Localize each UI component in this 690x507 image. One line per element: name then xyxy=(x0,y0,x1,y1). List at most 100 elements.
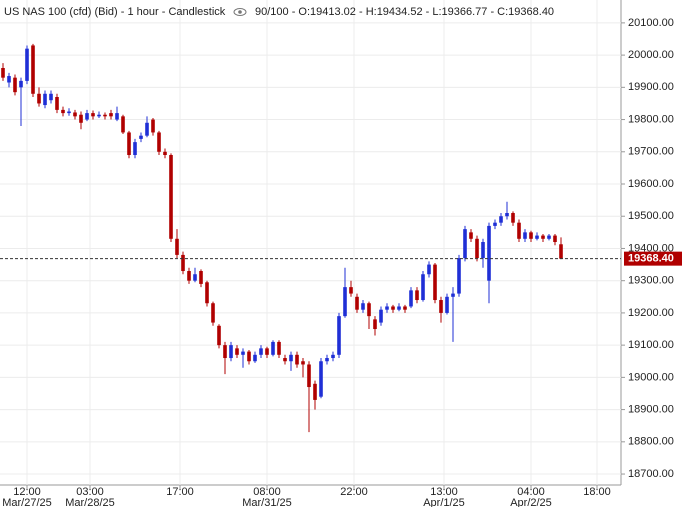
candle-body xyxy=(379,309,383,323)
candle-body xyxy=(7,76,11,83)
candle-body xyxy=(259,348,263,355)
y-tick-label: 19600.00 xyxy=(628,178,674,190)
candle-body xyxy=(91,113,95,117)
x-tick-label: 22:00 xyxy=(340,486,368,498)
x-tick-date: Mar/31/25 xyxy=(242,497,292,507)
candle-body xyxy=(331,354,335,359)
x-tick-date: Apr/1/25 xyxy=(423,497,465,507)
candle-body xyxy=(229,345,233,359)
candle-body xyxy=(361,303,365,310)
x-tick-label: 17:00 xyxy=(166,486,194,498)
candle-body xyxy=(463,229,467,259)
candle-body xyxy=(217,325,221,346)
candle-body xyxy=(247,351,251,362)
candle-body xyxy=(199,271,203,284)
candle-body xyxy=(169,155,173,239)
candle-body xyxy=(1,67,5,78)
y-tick-label: 19100.00 xyxy=(628,339,674,351)
candle-body xyxy=(109,113,113,117)
candle-body xyxy=(385,306,389,310)
candle-body xyxy=(25,48,29,81)
candle-body xyxy=(265,348,269,355)
candle-body xyxy=(493,222,497,226)
candle-body xyxy=(175,238,179,255)
candle-body xyxy=(55,97,59,110)
candle-body xyxy=(151,119,155,133)
candle-body xyxy=(325,358,329,362)
candle-body xyxy=(313,383,317,400)
candle-body xyxy=(523,232,527,239)
candle-body xyxy=(187,271,191,281)
y-tick-label: 18900.00 xyxy=(628,403,674,415)
candle-body xyxy=(343,287,347,317)
candle-body xyxy=(271,341,275,355)
candle-body xyxy=(307,364,311,388)
candle-body xyxy=(193,274,197,281)
candle-body xyxy=(355,296,359,310)
y-tick-label: 18700.00 xyxy=(628,468,674,480)
x-tick-label: 04:00 xyxy=(517,486,545,498)
candle-body xyxy=(367,303,371,317)
candle-body xyxy=(145,122,149,136)
x-tick-label: 18:00 xyxy=(583,486,611,498)
candle-body xyxy=(319,361,323,397)
candle-body xyxy=(337,316,341,355)
candle-body xyxy=(127,132,131,156)
candle-body xyxy=(235,348,239,355)
candle-body xyxy=(295,354,299,365)
x-tick-date: Mar/28/25 xyxy=(65,497,115,507)
chart-title: US NAS 100 (cfd) (Bid) - 1 hour - Candle… xyxy=(4,6,226,18)
candle-body xyxy=(391,306,395,310)
candle-body xyxy=(223,345,227,359)
candle-body xyxy=(517,222,521,239)
candle-body xyxy=(67,111,71,114)
candle-body xyxy=(445,296,449,313)
candle-body xyxy=(121,116,125,133)
candle-body xyxy=(61,109,65,114)
candle-body xyxy=(481,242,485,259)
x-tick-label: 03:00 xyxy=(76,486,104,498)
candle-body xyxy=(79,114,83,123)
x-tick-label: 08:00 xyxy=(253,486,281,498)
x-tick-date: Apr/2/25 xyxy=(510,497,552,507)
candle-body xyxy=(73,112,77,117)
candle-body xyxy=(541,235,545,239)
candle-body xyxy=(475,238,479,259)
candle-body xyxy=(553,235,557,243)
candle-body xyxy=(487,225,491,281)
candle-body xyxy=(253,354,257,362)
candle-body xyxy=(403,306,407,310)
candle-body xyxy=(457,258,461,294)
last-price-box xyxy=(624,251,682,266)
y-tick-label: 18800.00 xyxy=(628,436,674,448)
candle-body xyxy=(499,216,503,223)
candle-body xyxy=(103,114,107,117)
y-tick-label: 19500.00 xyxy=(628,210,674,222)
candle-body xyxy=(439,300,443,313)
candle-body xyxy=(535,235,539,239)
candle-body xyxy=(421,274,425,301)
candle-body xyxy=(349,287,353,294)
y-tick-label: 19800.00 xyxy=(628,113,674,125)
candle-body xyxy=(43,93,47,106)
candle-body xyxy=(529,232,533,239)
candle-body xyxy=(13,77,17,93)
candle-body xyxy=(37,93,41,104)
y-tick-label: 19300.00 xyxy=(628,275,674,287)
y-tick-label: 19400.00 xyxy=(628,242,674,254)
candle-body xyxy=(205,282,209,304)
last-price-label: 19368.40 xyxy=(628,253,674,265)
x-tick-date: Mar/27/25 xyxy=(2,497,52,507)
candle-body xyxy=(139,135,143,139)
candle-body xyxy=(241,351,245,355)
candle-body xyxy=(283,358,287,362)
candle-body xyxy=(133,142,137,156)
candle-body xyxy=(415,290,419,301)
eye-icon[interactable] xyxy=(233,8,247,16)
candle-body xyxy=(469,232,473,239)
ohlc-info: 90/100 - O:19413.02 - H:19434.52 - L:193… xyxy=(255,6,554,18)
candle-body xyxy=(289,354,293,362)
candle-body xyxy=(559,244,563,259)
